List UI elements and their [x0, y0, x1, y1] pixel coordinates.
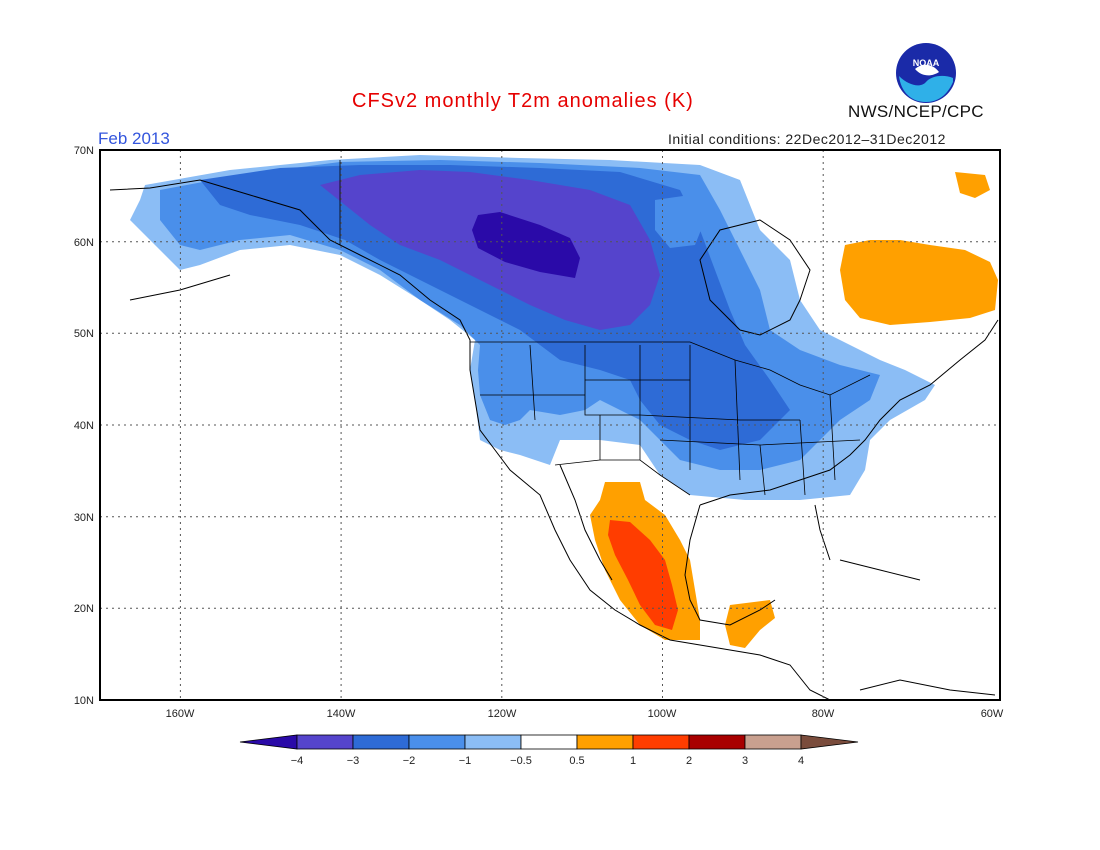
colorbar-label: −2 — [403, 755, 416, 767]
lat-label: 40N — [74, 420, 94, 432]
anomaly-region-orange-yucatan — [725, 600, 775, 648]
colorbar-cell — [744, 734, 802, 750]
lat-label: 60N — [74, 237, 94, 249]
colorbar-low-arrow — [239, 734, 298, 750]
agency-label: NWS/NCEP/CPC — [848, 102, 984, 121]
noaa-logo-text: NOAA — [913, 58, 940, 68]
anomaly-region-orange-greenland — [955, 172, 990, 198]
map-frame — [99, 149, 1001, 701]
colorbar-label: 1 — [630, 755, 636, 767]
lon-axis: 160W 140W 120W 100W 80W 60W — [166, 708, 1004, 720]
lat-label: 50N — [74, 328, 94, 340]
valid-month-label: Feb 2013 — [98, 129, 170, 148]
lat-label: 20N — [74, 603, 94, 615]
colorbar-cell — [632, 734, 690, 750]
colorbar-cell — [464, 734, 522, 750]
colorbar-label: −1 — [459, 755, 472, 767]
colorbar-cell — [408, 734, 466, 750]
lon-label: 100W — [648, 708, 677, 720]
anomaly-region-orange-quebec — [840, 240, 998, 325]
lat-label: 70N — [74, 145, 94, 157]
chart-title: CFSv2 monthly T2m anomalies (K) — [352, 90, 694, 112]
colorbar-label: 2 — [686, 755, 692, 767]
lon-label: 60W — [981, 708, 1004, 720]
colorbar-cell — [688, 734, 746, 750]
lon-label: 80W — [812, 708, 835, 720]
colorbar-label: 4 — [798, 755, 804, 767]
lat-label: 30N — [74, 512, 94, 524]
colorbar-cell — [352, 734, 410, 750]
colorbar-high-arrow — [800, 734, 859, 750]
colorbar: −4 −3 −2 −1 −0.5 0.5 1 2 3 4 — [239, 734, 859, 767]
graticule — [100, 150, 1000, 700]
colorbar-label: 3 — [742, 755, 748, 767]
lat-label: 10N — [74, 695, 94, 707]
colorbar-label: −0.5 — [510, 755, 532, 767]
colorbar-label: −4 — [291, 755, 304, 767]
anomaly-region-blue-hudson — [655, 195, 705, 248]
anomaly-field — [130, 155, 998, 648]
anomaly-region-red-mexico — [608, 520, 678, 630]
coastlines — [109, 179, 999, 700]
lat-axis: 10N 20N 30N 40N 50N 60N 70N — [74, 145, 94, 707]
lon-label: 140W — [327, 708, 356, 720]
noaa-logo-icon: NOAA — [896, 43, 956, 103]
colorbar-cell — [520, 734, 578, 750]
colorbar-label: −3 — [347, 755, 360, 767]
colorbar-cell — [296, 734, 354, 750]
lon-label: 120W — [488, 708, 517, 720]
political-boundaries — [339, 160, 871, 496]
lon-label: 160W — [166, 708, 195, 720]
anomaly-region-deep-purple — [472, 212, 580, 278]
colorbar-label: 0.5 — [569, 755, 584, 767]
initial-conditions-label: Initial conditions: 22Dec2012–31Dec2012 — [668, 131, 946, 147]
colorbar-cell — [576, 734, 634, 750]
